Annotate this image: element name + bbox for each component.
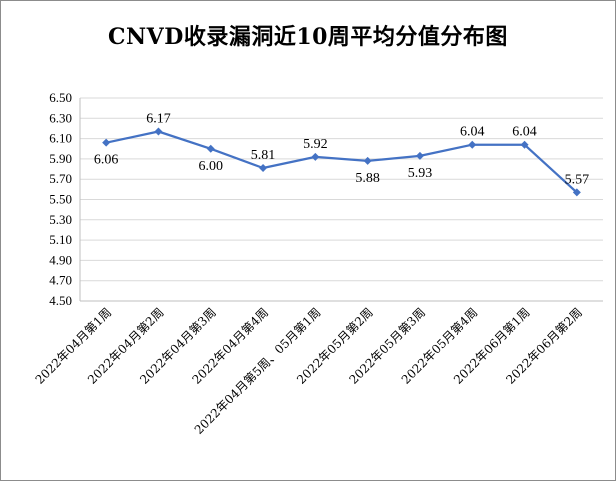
y-tick-label: 5.70 <box>49 171 72 186</box>
data-point <box>102 138 111 147</box>
data-label: 5.88 <box>355 171 380 186</box>
series-line <box>105 130 578 194</box>
y-tick-label: 6.10 <box>49 131 72 146</box>
data-label: 5.93 <box>408 166 433 181</box>
y-tick-label: 6.50 <box>49 90 72 105</box>
data-point <box>572 188 581 197</box>
data-label: 5.81 <box>251 148 276 163</box>
data-point <box>259 164 268 173</box>
data-label: 5.92 <box>303 137 328 152</box>
y-tick-label: 5.50 <box>49 192 72 207</box>
data-point <box>468 140 477 149</box>
y-tick-label: 4.50 <box>49 293 72 308</box>
data-point <box>311 152 320 161</box>
data-point <box>363 156 372 165</box>
data-point <box>206 144 215 153</box>
data-point <box>415 151 424 160</box>
data-label: 6.00 <box>199 159 224 174</box>
y-tick-label: 5.10 <box>49 232 72 247</box>
data-point <box>520 140 529 149</box>
y-tick-label: 5.30 <box>49 212 72 227</box>
y-tick-label: 4.90 <box>49 252 72 267</box>
y-tick-label: 6.30 <box>49 110 72 125</box>
y-tick-label: 5.90 <box>49 151 72 166</box>
y-tick-label: 4.70 <box>49 273 72 288</box>
chart-title: CNVD收录漏洞近10周平均分值分布图 <box>108 24 508 50</box>
data-label: 6.17 <box>146 111 171 126</box>
data-label: 6.04 <box>512 125 537 140</box>
data-label: 6.04 <box>460 125 485 140</box>
data-label: 5.57 <box>565 172 590 187</box>
data-point <box>154 127 163 136</box>
data-label: 6.06 <box>94 153 119 168</box>
